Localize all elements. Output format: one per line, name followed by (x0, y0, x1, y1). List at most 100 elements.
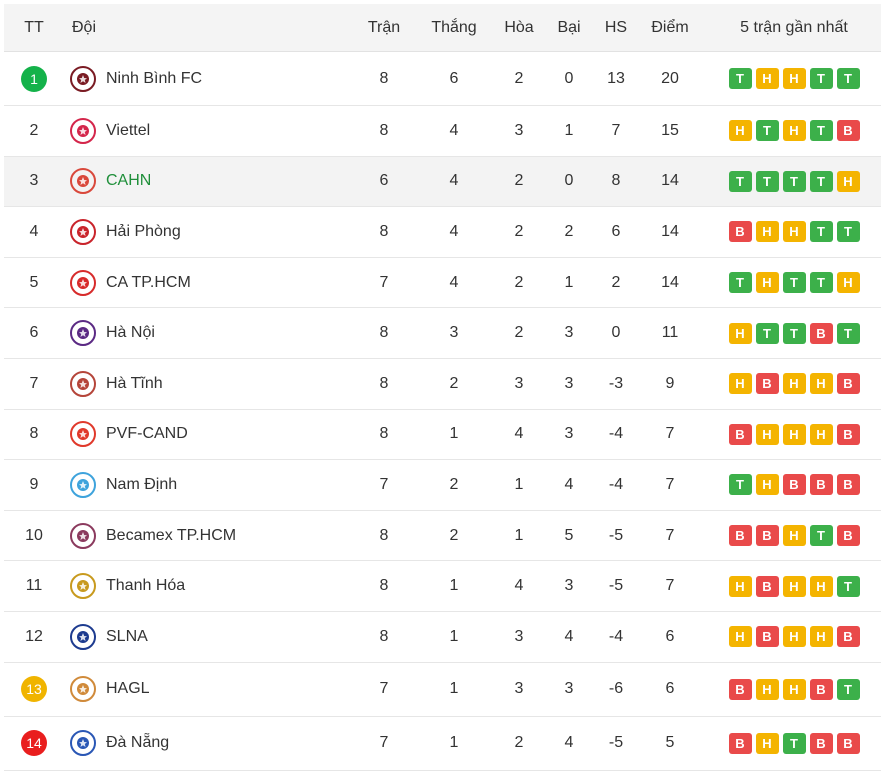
team-cell[interactable]: Hải Phòng (66, 207, 356, 257)
table-row[interactable]: 12 SLNA 8 1 3 4 -4 6 H B H H B (4, 612, 881, 663)
team-name[interactable]: CA TP.HCM (106, 273, 191, 291)
team-cell[interactable]: Hà Nội (66, 308, 356, 358)
team-cell[interactable]: Viettel (66, 106, 356, 156)
won-cell: 1 (449, 577, 459, 595)
becamex-logo-icon (70, 522, 96, 549)
won-cell: 1 (449, 627, 459, 645)
standings-table: TT Đội Trận Thắng Hòa Bại HS Điểm 5 trận… (4, 4, 881, 771)
points-cell: 7 (665, 475, 675, 493)
won-cell: 4 (449, 172, 459, 190)
rank-cell: 14 (4, 717, 64, 770)
points-cell: 14 (661, 172, 679, 190)
team-name[interactable]: Hải Phòng (106, 222, 181, 240)
lost-cell: 3 (564, 425, 574, 443)
team-name[interactable]: SLNA (106, 627, 148, 645)
lost-cell: 1 (564, 121, 574, 139)
table-row[interactable]: 14 Đà Nẵng 7 1 2 4 -5 5 B H T B B (4, 717, 881, 771)
form-result-badge: T (755, 170, 779, 192)
points-cell: 15 (661, 121, 679, 139)
form-result-badge: B (836, 474, 860, 496)
played-cell: 7 (379, 273, 389, 291)
team-name[interactable]: Hà Nội (106, 324, 155, 342)
team-cell[interactable]: Ninh Bình FC (66, 52, 356, 105)
rank-cell: 1 (4, 52, 64, 105)
lost-cell: 5 (564, 526, 574, 544)
team-name[interactable]: Becamex TP.HCM (106, 526, 237, 544)
team-name[interactable]: Thanh Hóa (106, 577, 186, 595)
team-cell[interactable]: CA TP.HCM (66, 258, 356, 308)
rank-cell: 9 (29, 475, 39, 493)
table-row[interactable]: 1 Ninh Bình FC 8 6 2 0 13 20 T H H T T (4, 52, 881, 106)
team-name[interactable]: CAHN (106, 172, 152, 190)
form-result-badge: B (728, 221, 752, 243)
rank-cell: 12 (25, 627, 43, 645)
team-name[interactable]: Nam Định (106, 475, 178, 493)
form-result-badge: H (782, 575, 806, 597)
team-cell[interactable]: CAHN (66, 157, 356, 207)
table-row[interactable]: 5 CA TP.HCM 7 4 2 1 2 14 T H T T H (4, 258, 881, 309)
team-cell[interactable]: Đà Nẵng (66, 717, 356, 770)
lost-cell: 0 (564, 69, 574, 87)
form-result-badge: B (728, 525, 752, 547)
table-row[interactable]: 2 Viettel 8 4 3 1 7 15 H T H T B (4, 106, 881, 157)
form-result-badge: T (755, 120, 779, 142)
form-result-badge: H (782, 626, 806, 648)
team-cell[interactable]: SLNA (66, 612, 356, 662)
lost-cell: 3 (564, 680, 574, 698)
team-name[interactable]: HAGL (106, 680, 150, 698)
played-cell: 6 (379, 172, 389, 190)
team-cell[interactable]: Thanh Hóa (66, 561, 356, 611)
team-cell[interactable]: HAGL (66, 663, 356, 716)
lost-cell: 3 (564, 577, 574, 595)
team-cell[interactable]: PVF-CAND (66, 410, 356, 460)
table-row[interactable]: 6 Hà Nội 8 3 2 3 0 11 H T T B T (4, 308, 881, 359)
team-name[interactable]: Đà Nẵng (106, 734, 170, 752)
table-row[interactable]: 13 HAGL 7 1 3 3 -6 6 B H H B T (4, 663, 881, 717)
table-row[interactable]: 10 Becamex TP.HCM 8 2 1 5 -5 7 B B H T B (4, 511, 881, 562)
form-result-badge: H (836, 170, 860, 192)
draw-cell: 1 (514, 526, 524, 544)
points-cell: 7 (665, 526, 675, 544)
played-cell: 8 (379, 425, 389, 443)
played-cell: 8 (379, 627, 389, 645)
draw-cell: 4 (514, 577, 524, 595)
form-result-badge: H (782, 373, 806, 395)
table-row[interactable]: 8 PVF-CAND 8 1 4 3 -4 7 B H H H B (4, 410, 881, 461)
form-result-badge: H (755, 68, 779, 89)
team-name[interactable]: Viettel (106, 121, 151, 139)
team-cell[interactable]: Nam Định (66, 460, 356, 510)
points-cell: 7 (665, 425, 675, 443)
team-name[interactable]: Ninh Bình FC (106, 69, 203, 87)
form-result-badge: T (809, 221, 833, 243)
form-result-badge: B (836, 626, 860, 648)
lost-cell: 3 (564, 324, 574, 342)
form-result-badge: H (728, 373, 752, 395)
goal-difference-cell: -5 (608, 734, 624, 752)
rank-cell: 13 (4, 663, 64, 716)
table-row[interactable]: 3 CAHN 6 4 2 0 8 14 T T T T H (4, 156, 881, 208)
cahn-logo-icon (70, 168, 96, 195)
team-cell[interactable]: Hà Tĩnh (66, 359, 356, 409)
table-row[interactable]: 4 Hải Phòng 8 4 2 2 6 14 B H H T T (4, 207, 881, 258)
table-row[interactable]: 9 Nam Định 7 2 1 4 -4 7 T H B B B (4, 460, 881, 511)
form-result-badge: T (728, 68, 752, 89)
team-name[interactable]: Hà Tĩnh (106, 374, 163, 392)
won-cell: 1 (449, 680, 459, 698)
form-result-badge: B (809, 732, 833, 754)
played-cell: 7 (379, 475, 389, 493)
team-name[interactable]: PVF-CAND (106, 425, 188, 443)
draw-cell: 3 (514, 374, 524, 392)
team-cell[interactable]: Becamex TP.HCM (66, 511, 356, 561)
form-result-badge: B (755, 575, 779, 597)
rank-cell: 5 (29, 273, 39, 291)
played-cell: 8 (379, 577, 389, 595)
table-row[interactable]: 7 Hà Tĩnh 8 2 3 3 -3 9 H B H H B (4, 359, 881, 410)
goal-difference-cell: 2 (611, 273, 621, 291)
lost-cell: 4 (564, 734, 574, 752)
draw-cell: 3 (514, 680, 524, 698)
table-row[interactable]: 11 Thanh Hóa 8 1 4 3 -5 7 H B H H T (4, 561, 881, 612)
